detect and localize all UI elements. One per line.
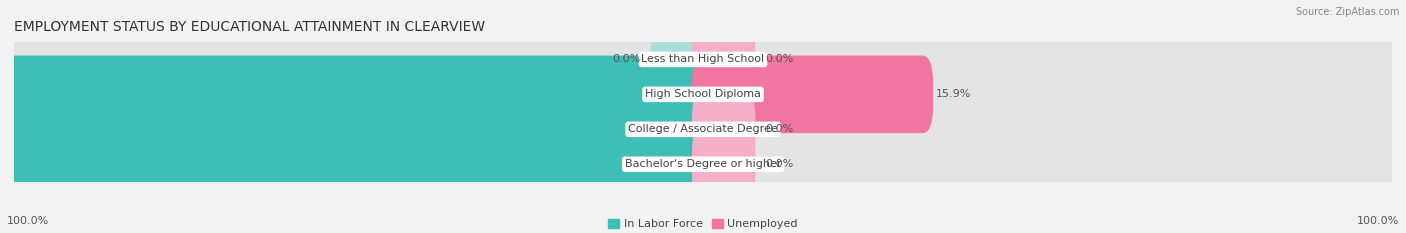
- Text: 0.0%: 0.0%: [765, 124, 793, 134]
- Text: 0.0%: 0.0%: [765, 55, 793, 64]
- Text: High School Diploma: High School Diploma: [645, 89, 761, 99]
- FancyBboxPatch shape: [10, 126, 1396, 203]
- FancyBboxPatch shape: [692, 21, 755, 98]
- Text: 15.9%: 15.9%: [936, 89, 972, 99]
- FancyBboxPatch shape: [692, 126, 755, 203]
- Text: 0.0%: 0.0%: [613, 55, 641, 64]
- Text: Source: ZipAtlas.com: Source: ZipAtlas.com: [1295, 7, 1399, 17]
- FancyBboxPatch shape: [692, 55, 934, 133]
- Legend: In Labor Force, Unemployed: In Labor Force, Unemployed: [609, 219, 797, 229]
- FancyBboxPatch shape: [0, 126, 714, 203]
- FancyBboxPatch shape: [10, 90, 1396, 168]
- FancyBboxPatch shape: [0, 90, 714, 168]
- Text: EMPLOYMENT STATUS BY EDUCATIONAL ATTAINMENT IN CLEARVIEW: EMPLOYMENT STATUS BY EDUCATIONAL ATTAINM…: [14, 20, 485, 34]
- FancyBboxPatch shape: [10, 55, 1396, 133]
- FancyBboxPatch shape: [692, 90, 755, 168]
- Text: 100.0%: 100.0%: [1357, 216, 1399, 226]
- Text: 0.0%: 0.0%: [765, 159, 793, 169]
- Text: Less than High School: Less than High School: [641, 55, 765, 64]
- Text: 100.0%: 100.0%: [7, 216, 49, 226]
- FancyBboxPatch shape: [0, 55, 714, 133]
- Text: College / Associate Degree: College / Associate Degree: [628, 124, 778, 134]
- Text: Bachelor's Degree or higher: Bachelor's Degree or higher: [624, 159, 782, 169]
- FancyBboxPatch shape: [651, 21, 714, 98]
- FancyBboxPatch shape: [10, 21, 1396, 98]
